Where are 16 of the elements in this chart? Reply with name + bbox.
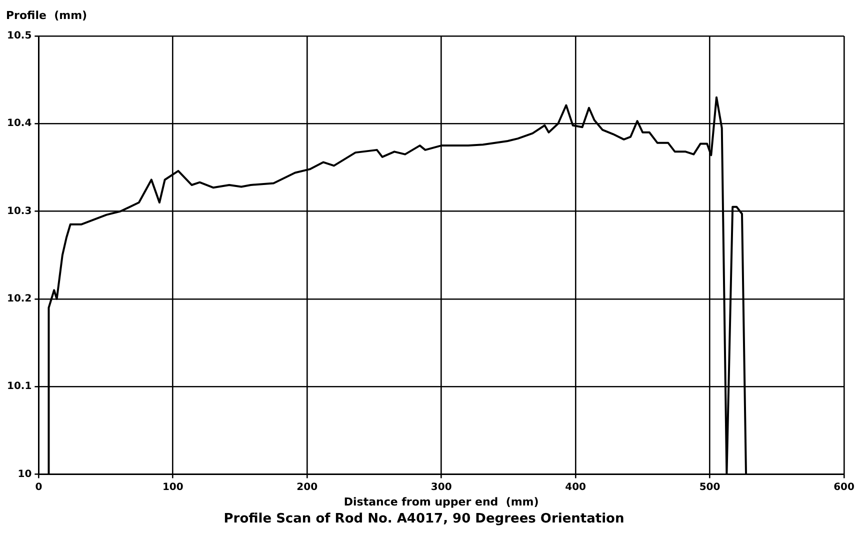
y-tick-label: 10.5 bbox=[6, 30, 32, 42]
y-axis-title: Profile (mm) bbox=[6, 8, 88, 22]
y-tick-label: 10.3 bbox=[6, 206, 32, 217]
y-tick-label: 10.4 bbox=[6, 118, 32, 130]
x-tick-label: 0 bbox=[35, 482, 42, 493]
x-tick-label: 500 bbox=[699, 482, 720, 493]
y-tick-label: 10.1 bbox=[6, 381, 32, 392]
text: Profile Scan of Rod No. A4017, 90 Degrees Orientation bbox=[224, 512, 624, 527]
x-tick-label: 400 bbox=[565, 482, 586, 493]
y-tick-label: 10 bbox=[18, 468, 32, 480]
x-axis-title: Distance from upper end (mm) bbox=[344, 496, 539, 509]
x-tick-label: 200 bbox=[296, 482, 318, 493]
y-tick-label: 10.2 bbox=[6, 294, 32, 305]
x-tick-label: 600 bbox=[834, 482, 854, 493]
x-tick-label: 300 bbox=[430, 482, 452, 493]
x-tick-label: 100 bbox=[162, 482, 184, 493]
